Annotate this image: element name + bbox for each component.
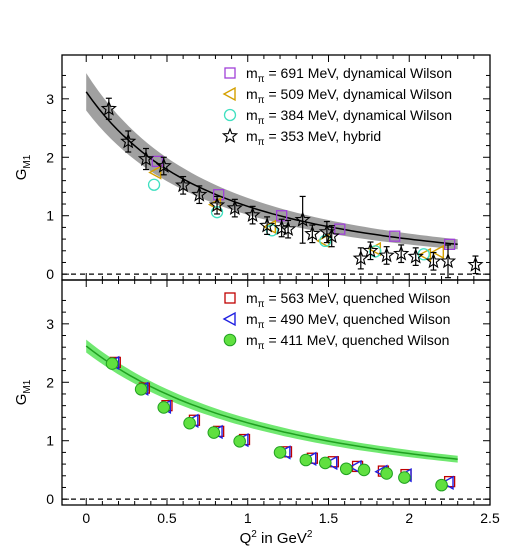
data-point: [318, 456, 332, 470]
legend-entry: mπ = 490 MeV, quenched Wilson: [246, 311, 450, 331]
data-point: [148, 165, 162, 180]
legend-entry: mπ = 691 MeV, dynamical Wilson: [246, 65, 452, 85]
data-point: [183, 416, 196, 430]
data-point: [393, 245, 410, 261]
y-tick-label: 0: [46, 266, 54, 282]
data-point: [369, 245, 382, 258]
data-point: [207, 426, 221, 439]
data-point: [389, 230, 401, 242]
data-point: [439, 252, 457, 269]
data-point: [407, 248, 424, 264]
plot-frame: [61, 279, 491, 506]
data-point: [323, 227, 340, 244]
data-point: [380, 467, 393, 480]
data-point: [430, 244, 445, 260]
data-point: [334, 223, 346, 235]
series-4: [100, 97, 484, 279]
series-3: [105, 357, 448, 492]
data-point: [378, 246, 395, 263]
legend-entry: mπ = 353 MeV, hybrid: [246, 128, 381, 148]
data-point: [362, 242, 379, 258]
x-tick-label: 2.5: [480, 510, 500, 526]
data-point: [417, 247, 432, 263]
data-point: [244, 206, 261, 223]
chart-panel-2: 0 0.5 1 1.5 2 2.5 0 1 2 3 GM1 Q2 in GeV2 mπ = 563 Me…: [13, 279, 500, 547]
data-point: [294, 211, 311, 227]
y-tick-label: 2: [46, 149, 54, 165]
data-point: [157, 401, 171, 414]
data-point: [467, 256, 484, 272]
data-point: [226, 199, 243, 216]
data-point: [120, 132, 137, 149]
y-axis-title: GM1: [13, 379, 33, 405]
data-point: [324, 455, 338, 471]
y-tick-label: 1: [46, 433, 54, 449]
legend-entry: mπ = 411 MeV, quenched Wilson: [246, 332, 449, 352]
x-tick-label: 1: [244, 510, 252, 526]
y-tick-label: 3: [46, 316, 54, 332]
data-point: [280, 220, 297, 237]
x-tick-label: 2: [405, 510, 413, 526]
legend-entry: mπ = 384 MeV, dynamical Wilson: [246, 107, 452, 127]
legend-marker: [223, 333, 237, 347]
data-point: [147, 178, 161, 191]
legend-marker: [224, 292, 236, 304]
y-tick-label: 1: [46, 208, 54, 224]
data-point: [137, 150, 155, 166]
y-tick-label: 0: [46, 491, 54, 507]
legend-marker: [224, 67, 236, 79]
fit-band: [86, 339, 458, 463]
data-point: [319, 234, 332, 247]
x-tick-label: 0: [82, 510, 90, 526]
data-point: [357, 463, 371, 477]
legend-entry: mπ = 563 MeV, quenched Wilson: [246, 290, 450, 310]
data-point: [435, 478, 448, 492]
fit-curve: [85, 345, 458, 460]
series-1: [109, 356, 456, 488]
data-point: [259, 217, 276, 233]
data-point: [304, 225, 321, 241]
data-point: [155, 157, 172, 173]
y-tick-label: 2: [46, 374, 54, 390]
data-point: [233, 434, 246, 448]
y-axis-title: GM1: [13, 154, 33, 180]
data-point: [352, 249, 369, 266]
legend-marker: [222, 86, 236, 102]
data-point: [100, 100, 117, 116]
legend-marker: [223, 108, 237, 122]
data-point: [175, 176, 192, 193]
data-point: [339, 462, 353, 476]
data-point: [134, 382, 148, 396]
data-point: [443, 238, 456, 251]
x-axis-title: Q2 in GeV2: [240, 529, 313, 547]
y-tick-label: 3: [46, 91, 54, 107]
data-point: [191, 186, 208, 202]
data-point: [299, 453, 313, 467]
x-tick-label: 0.5: [157, 510, 177, 526]
legend-marker: [222, 311, 236, 327]
data-point: [208, 196, 226, 213]
legend-marker: [221, 127, 239, 143]
data-point: [398, 471, 411, 484]
data-point: [273, 446, 287, 459]
legend-entry: mπ = 509 MeV, dynamical Wilson: [246, 86, 452, 106]
data-point: [425, 252, 442, 269]
x-tick-label: 1.5: [319, 510, 339, 526]
data-point: [105, 357, 119, 370]
